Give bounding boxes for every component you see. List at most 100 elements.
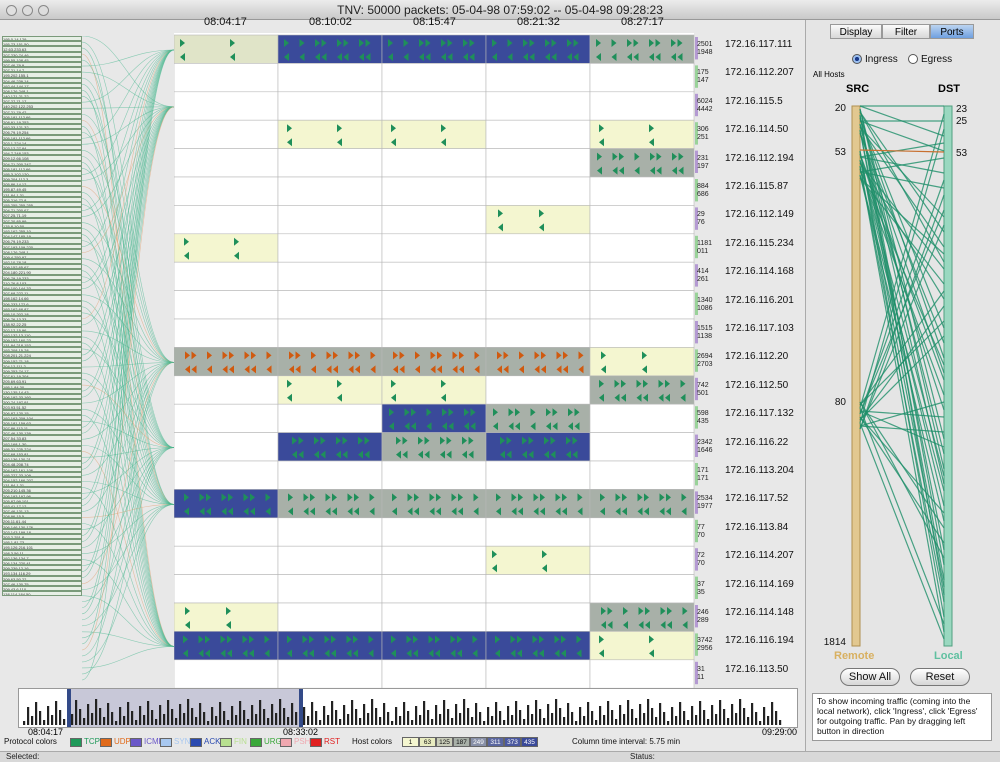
- matrix-cell[interactable]: [589, 63, 695, 93]
- matrix-cell[interactable]: [174, 91, 279, 121]
- host-matrix[interactable]: [174, 33, 699, 689]
- remote-ip-item[interactable]: 176.8.10.50: [2, 222, 82, 228]
- matrix-cell[interactable]: [485, 545, 591, 575]
- local-host-label[interactable]: 172.16.112.50: [725, 379, 789, 391]
- matrix-cell[interactable]: [589, 318, 695, 348]
- matrix-cell[interactable]: [485, 119, 591, 149]
- matrix-cell[interactable]: [277, 375, 383, 405]
- remote-ip-item[interactable]: 205.181.112.66: [2, 134, 82, 140]
- matrix-cell[interactable]: [485, 261, 591, 291]
- matrix-cell[interactable]: [485, 91, 591, 121]
- matrix-cell[interactable]: [174, 290, 279, 320]
- matrix-cell[interactable]: [174, 631, 279, 661]
- ingress-radio[interactable]: Ingress: [852, 54, 898, 65]
- remote-ip-item[interactable]: 207.61.19.204: [2, 373, 82, 379]
- remote-ip-item[interactable]: 206.233.172.6: [2, 300, 82, 306]
- matrix-cell[interactable]: [381, 375, 487, 405]
- remote-ip-item[interactable]: 207.46.79.9: [2, 61, 82, 68]
- remote-ip-item[interactable]: 206.79.19.254: [2, 129, 82, 135]
- remote-ip-item[interactable]: 203.143.199.18: [2, 528, 82, 534]
- remote-ip-item[interactable]: 209.152.65.67: [2, 264, 82, 270]
- remote-ip-item[interactable]: 131.94.218.153: [2, 342, 82, 348]
- remote-ip-item[interactable]: 206.192.33.160: [2, 393, 82, 400]
- matrix-cell[interactable]: [277, 261, 383, 291]
- reset-button[interactable]: Reset: [910, 668, 970, 686]
- remote-ip-item[interactable]: 207.27.71.17: [2, 98, 82, 104]
- matrix-cell[interactable]: [277, 403, 383, 433]
- remote-ip-item[interactable]: 195.73.151.50: [2, 41, 82, 47]
- remote-ip-item[interactable]: 207.21.14.7: [2, 67, 82, 73]
- matrix-cell[interactable]: [589, 460, 695, 490]
- remote-ip-item[interactable]: 206.76.13.33: [2, 316, 82, 322]
- local-host-label[interactable]: 172.16.114.148: [725, 607, 794, 618]
- remote-ip-item[interactable]: 205.86.14.12: [2, 181, 82, 187]
- matrix-cell[interactable]: [174, 460, 279, 490]
- remote-ip-item[interactable]: 207.68.153.81: [2, 451, 82, 457]
- matrix-cell[interactable]: [589, 34, 695, 64]
- remote-ip-item[interactable]: 193.208.15.28: [2, 347, 82, 353]
- matrix-cell[interactable]: [485, 659, 591, 689]
- local-host-label[interactable]: 172.16.117.132: [725, 408, 794, 420]
- local-host-label[interactable]: 172.16.117.52: [725, 493, 789, 505]
- remote-ip-item[interactable]: 138.114.184.50: [2, 591, 82, 597]
- matrix-cell[interactable]: [589, 631, 695, 661]
- zoom-window-button[interactable]: [38, 5, 49, 16]
- matrix-cell[interactable]: [589, 403, 695, 433]
- local-host-label[interactable]: 172.16.116.22: [725, 436, 789, 448]
- remote-ip-item[interactable]: 195.3.102.120: [2, 170, 82, 177]
- remote-ip-item[interactable]: 138.92.22.25: [2, 321, 82, 327]
- matrix-cell[interactable]: [381, 318, 487, 348]
- close-window-button[interactable]: [6, 5, 17, 16]
- remote-ip-item[interactable]: 192.168.1.30: [2, 440, 82, 446]
- matrix-cell[interactable]: [485, 290, 591, 320]
- matrix-cell[interactable]: [381, 261, 487, 291]
- matrix-cell[interactable]: [277, 148, 383, 178]
- local-host-label[interactable]: 172.16.114.168: [725, 266, 794, 278]
- remote-ip-item[interactable]: 204.147.185.19: [2, 233, 82, 239]
- remote-ip-item[interactable]: 209.152.160.23: [2, 336, 82, 343]
- remote-ip-item[interactable]: 204.152.166.207: [2, 476, 82, 483]
- matrix-cell[interactable]: [277, 176, 383, 206]
- remote-ip-item[interactable]: 205.216.72.8: [2, 196, 82, 202]
- remote-ip-item[interactable]: 207.193.109.220: [2, 243, 82, 249]
- remote-ip-item[interactable]: 198.162.14.66: [2, 295, 82, 301]
- matrix-cell[interactable]: [485, 176, 591, 206]
- remote-ip-item[interactable]: 192.10.78.18: [2, 259, 82, 265]
- matrix-cell[interactable]: [174, 375, 279, 405]
- remote-ip-item[interactable]: 193.134.116.29: [2, 570, 82, 576]
- matrix-cell[interactable]: [589, 176, 695, 206]
- remote-ip-item[interactable]: 206.134.220.41: [2, 559, 82, 566]
- remote-ip-item[interactable]: 131.84.1.31: [2, 482, 82, 488]
- matrix-cell[interactable]: [381, 347, 487, 377]
- matrix-cell[interactable]: [277, 574, 383, 604]
- matrix-cell[interactable]: [277, 602, 383, 632]
- remote-ip-item[interactable]: 207.230.74.46: [2, 51, 82, 57]
- matrix-cell[interactable]: [174, 574, 279, 604]
- remote-ip-item[interactable]: 195.1.84.30: [2, 383, 82, 389]
- remote-ip-item[interactable]: 209.253.74.17: [2, 368, 82, 374]
- matrix-cell[interactable]: [174, 261, 279, 291]
- local-host-label[interactable]: 172.16.113.50: [725, 663, 789, 675]
- remote-ip-item[interactable]: 209.152.71.18: [2, 357, 82, 363]
- remote-ip-item[interactable]: 206.193.197.96: [2, 492, 82, 498]
- matrix-cell[interactable]: [174, 205, 279, 235]
- remote-ip-item[interactable]: 193.162.68.87: [2, 305, 82, 311]
- local-host-label[interactable]: 172.16.115.234: [725, 237, 794, 249]
- matrix-cell[interactable]: [485, 375, 591, 405]
- remote-ip-item[interactable]: 195.0.14.129: [2, 36, 82, 42]
- matrix-cell[interactable]: [174, 176, 279, 206]
- remote-ip-item[interactable]: 131.84.1.31: [2, 191, 82, 197]
- remote-ip-item[interactable]: 206.79.19.233: [2, 238, 82, 244]
- matrix-cell[interactable]: [589, 574, 695, 604]
- matrix-cell[interactable]: [381, 432, 487, 462]
- matrix-cell[interactable]: [381, 91, 487, 121]
- matrix-cell[interactable]: [381, 517, 487, 547]
- remote-ip-item[interactable]: 192.163.209.104: [2, 414, 82, 420]
- remote-ip-item[interactable]: 140.202.122.253: [2, 103, 82, 109]
- local-host-label[interactable]: 172.16.114.50: [725, 124, 789, 136]
- local-host-label[interactable]: 172.16.112.194: [725, 152, 794, 164]
- remote-ip-item[interactable]: 207.21.79.42: [2, 108, 82, 114]
- local-host-label[interactable]: 172.16.112.20: [725, 351, 789, 363]
- remote-host-list[interactable]: 195.0.14.129 195.73.151.50 12.63.233.63 207…: [2, 36, 82, 686]
